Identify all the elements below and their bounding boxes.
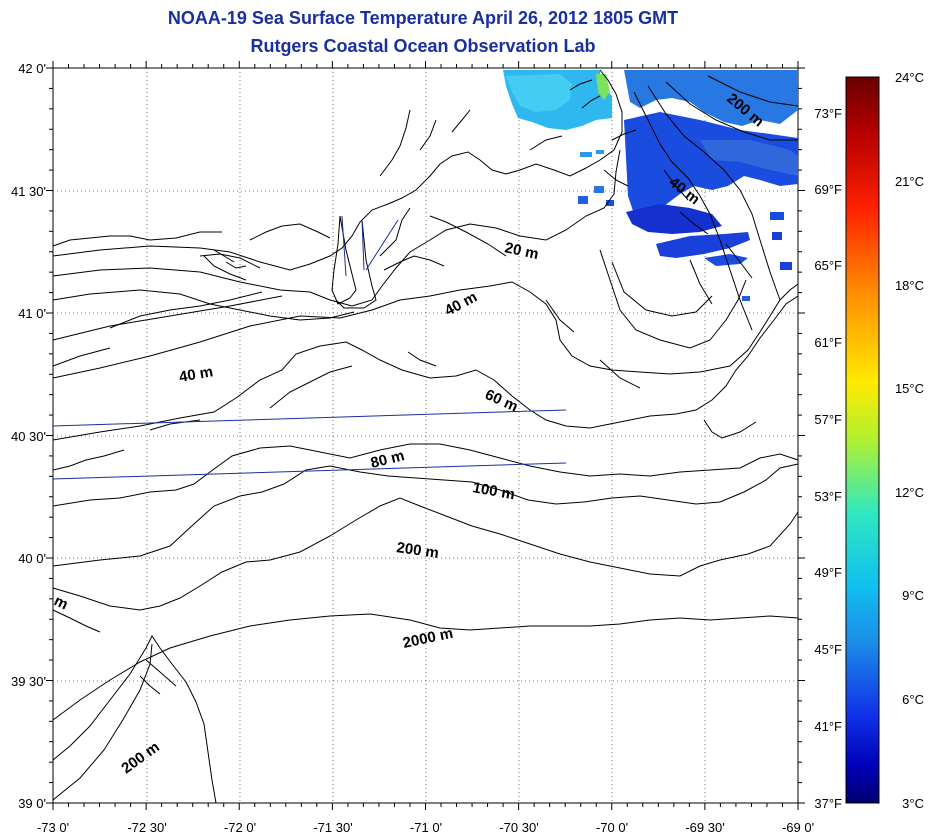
map-subtitle: Rutgers Coastal Ocean Observation Lab [250,36,596,56]
colorbar-fahrenheit-label: 53°F [814,489,842,504]
colorbar-fahrenheit-label: 65°F [814,258,842,273]
colorbar-fahrenheit-label: 37°F [814,796,842,811]
map-title: NOAA-19 Sea Surface Temperature April 26… [167,8,679,28]
lon-label: -71 0' [410,820,442,835]
lon-label: -71 30' [313,820,352,835]
contour-label-20m: 20 m [503,239,540,263]
lat-label: 39 0' [18,796,46,811]
lon-label: -73 0' [37,820,69,835]
colorbar-celsius-label: 12°C [895,485,924,500]
colorbar-celsius-label: 24°C [895,70,924,85]
lat-label: 42 0' [18,61,46,76]
colorbar-fahrenheit-label: 49°F [814,565,842,580]
lon-label: -72 30' [127,820,166,835]
lon-label: -69 30' [685,820,724,835]
sst-patches [503,70,798,301]
lat-label: 41 30' [11,184,46,199]
colorbar-fahrenheit-label: 41°F [814,719,842,734]
colorbar: 73°F 69°F 65°F 61°F 57°F 53°F 49°F 45°F … [814,70,924,811]
axis-ticks [46,61,805,810]
lat-label: 40 0' [18,551,46,566]
contour-label-200m: 200 m [395,539,439,562]
lat-label: 40 30' [11,429,46,444]
colorbar-celsius-label: 6°C [902,692,924,707]
lon-label: -70 0' [596,820,628,835]
colorbar-fahrenheit-label: 45°F [814,642,842,657]
colorbar-celsius-label: 18°C [895,278,924,293]
lon-label: -70 30' [499,820,538,835]
lon-label: -69 0' [782,820,814,835]
colorbar-fahrenheit-label: 73°F [814,106,842,121]
axis-labels: -73 0' -72 30' -72 0' -71 30' -71 0' -70… [11,61,814,835]
colorbar-fahrenheit-label: 69°F [814,182,842,197]
lon-label: -72 0' [224,820,256,835]
colorbar-fahrenheit-label: 57°F [814,412,842,427]
colorbar-celsius-label: 9°C [902,588,924,603]
lat-label: 39 30' [11,674,46,689]
colorbar-celsius-label: 21°C [895,174,924,189]
gridlines [53,68,798,803]
colorbar-celsius-label: 15°C [895,381,924,396]
colorbar-fahrenheit-label: 61°F [814,335,842,350]
contour-lines [52,69,799,804]
colorbar-gradient [845,76,880,804]
colorbar-celsius-label: 3°C [902,796,924,811]
contour-label-40m-b: 40 m [178,363,215,386]
ship-tracks [52,215,567,480]
lat-label: 41 0' [18,306,46,321]
